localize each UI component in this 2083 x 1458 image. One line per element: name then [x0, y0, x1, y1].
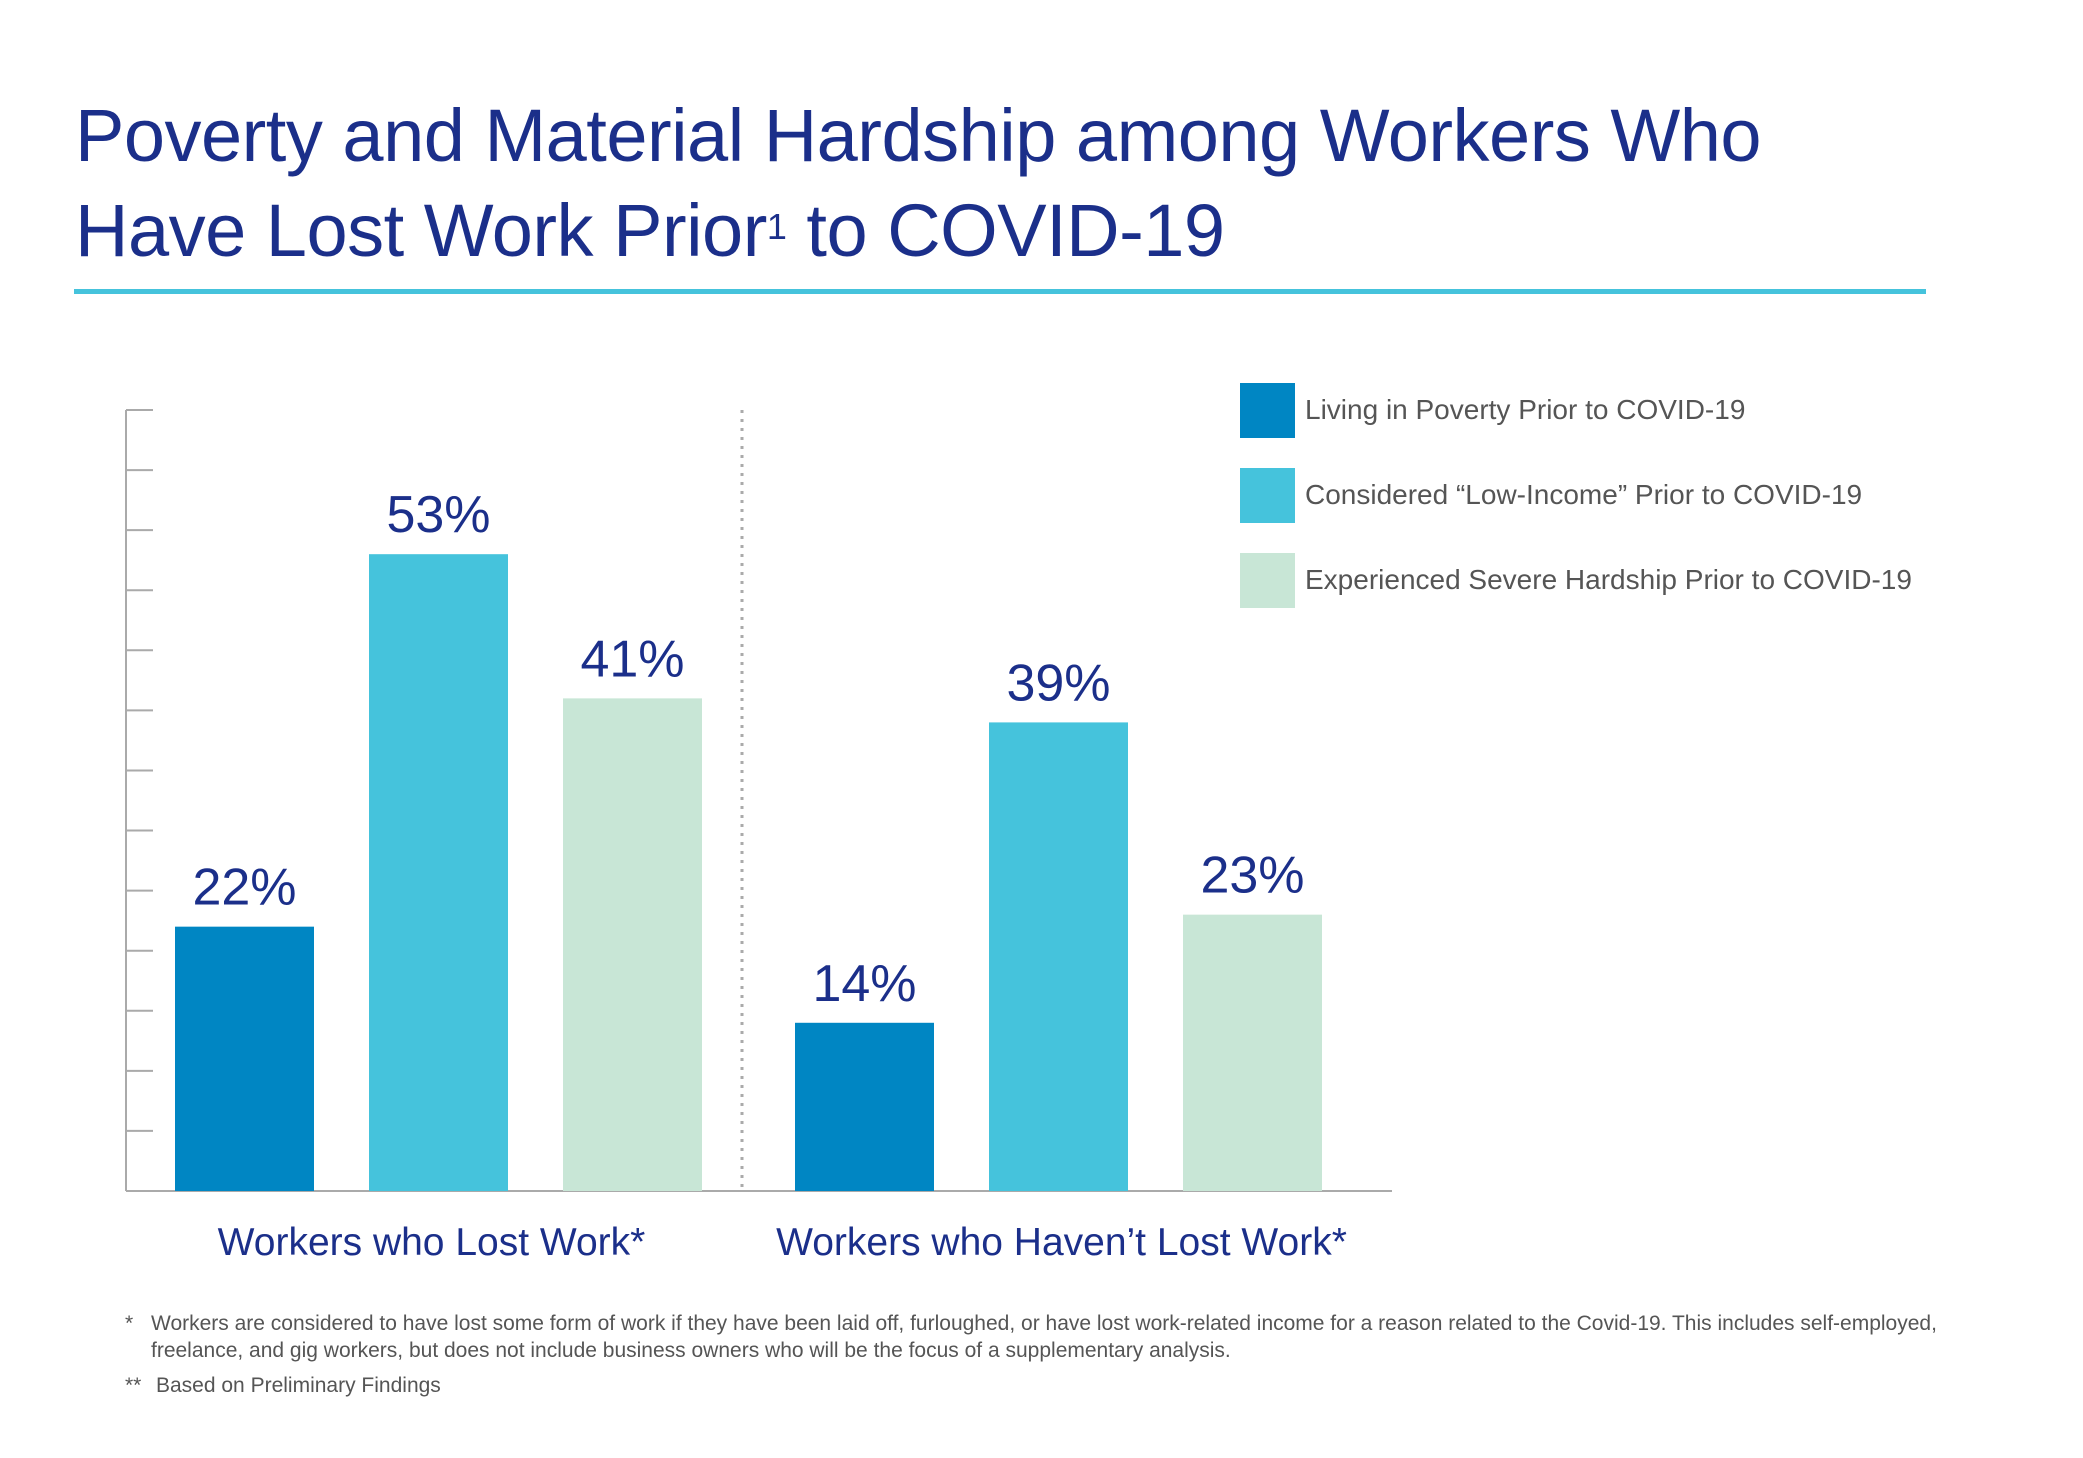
bar — [369, 554, 508, 1191]
title-line-2-text: Have Lost Work Prior — [75, 189, 767, 272]
footnote-1: * Workers are considered to have lost so… — [125, 1310, 1985, 1364]
bar — [989, 722, 1128, 1191]
title-line-1: Poverty and Material Hardship among Work… — [75, 94, 1762, 177]
legend-item-poverty: Living in Poverty Prior to COVID-19 — [1240, 382, 1912, 438]
footnote-2-mark: ** — [125, 1374, 142, 1397]
data-label: 53% — [386, 486, 490, 544]
title-footnote-marker: 1 — [766, 206, 787, 247]
legend-label-severe-hardship: Experienced Severe Hardship Prior to COV… — [1305, 564, 1912, 595]
footnote-2: ** Based on Preliminary Findings — [125, 1372, 1985, 1399]
legend-swatch-low-income — [1240, 467, 1295, 523]
bar — [1183, 914, 1322, 1191]
legend-item-severe-hardship: Experienced Severe Hardship Prior to COV… — [1240, 552, 1912, 608]
title-line-2: Have Lost Work Prior1 to COVID-19 — [75, 183, 1975, 278]
data-label: 14% — [812, 955, 916, 1013]
legend-label-low-income: Considered “Low-Income” Prior to COVID-1… — [1305, 479, 1863, 510]
legend-item-low-income: Considered “Low-Income” Prior to COVID-1… — [1240, 467, 1912, 523]
bar — [795, 1022, 934, 1191]
data-label: 39% — [1006, 654, 1110, 712]
bar — [563, 698, 702, 1191]
x-tick-label: Workers who Haven’t Lost Work* — [776, 1221, 1347, 1264]
footnotes: * Workers are considered to have lost so… — [125, 1310, 1985, 1399]
legend-swatch-poverty — [1240, 382, 1295, 438]
chart-legend: Living in Poverty Prior to COVID-19 Cons… — [1240, 382, 1912, 637]
footnote-1-text: Workers are considered to have lost some… — [151, 1312, 1937, 1362]
x-tick-label: Workers who Lost Work* — [218, 1221, 646, 1264]
footnote-1-mark: * — [125, 1312, 134, 1335]
footnote-2-text: Based on Preliminary Findings — [156, 1374, 441, 1397]
bar — [175, 926, 314, 1191]
data-label: 41% — [580, 630, 684, 688]
legend-swatch-severe-hardship — [1240, 552, 1295, 608]
data-label: 22% — [192, 859, 296, 917]
legend-label-poverty: Living in Poverty Prior to COVID-19 — [1305, 394, 1746, 425]
data-label: 23% — [1200, 847, 1304, 905]
title-line-2-end: to COVID-19 — [786, 189, 1225, 272]
title-divider — [74, 289, 1926, 294]
chart-title: Poverty and Material Hardship among Work… — [75, 88, 1975, 278]
